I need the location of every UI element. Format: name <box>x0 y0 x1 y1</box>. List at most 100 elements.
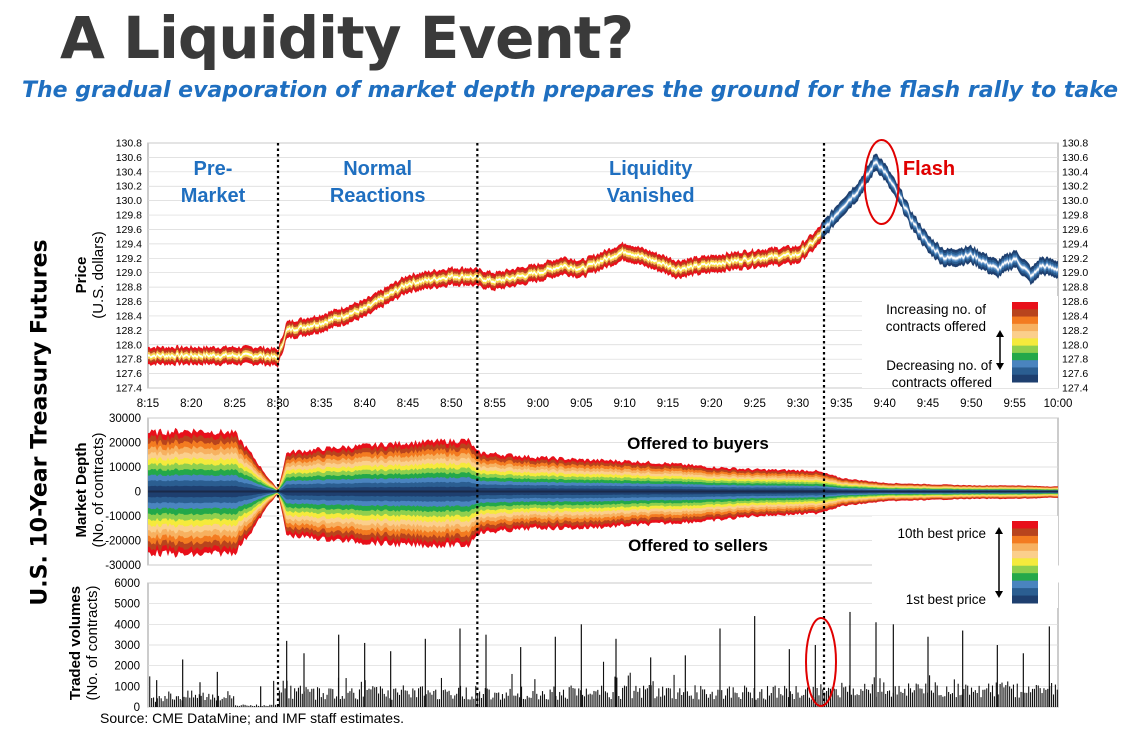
time-xtick: 9:55 <box>1003 398 1025 410</box>
price-ytick-right: 128.4 <box>1062 310 1088 322</box>
time-xtick: 8:30 <box>267 398 289 410</box>
time-xtick: 9:30 <box>787 398 809 410</box>
price-ytick-right: 128.8 <box>1062 282 1088 294</box>
depth-ytick: 10000 <box>109 462 141 474</box>
depth-legend-swatch <box>1012 595 1038 604</box>
price-ytick-left: 128.2 <box>116 325 142 337</box>
time-xtick: 9:15 <box>657 398 679 410</box>
price-bands <box>148 153 1058 368</box>
offered-to-buyers-label: Offered to buyers <box>627 434 769 453</box>
price-ytick-left: 129.6 <box>116 224 142 236</box>
price-legend-bottom: contracts offered <box>892 375 992 390</box>
phase-label: Market <box>181 185 246 207</box>
source-note: Source: CME DataMine; and IMF staff esti… <box>100 710 404 726</box>
price-legend-swatch <box>1012 360 1038 368</box>
depth-legend-swatch <box>1012 528 1038 537</box>
time-xtick: 8:40 <box>353 398 375 410</box>
time-xtick: 9:20 <box>700 398 722 410</box>
price-ytick-left: 128.6 <box>116 296 142 308</box>
price-legend-swatch <box>1012 331 1038 339</box>
price-ytick-right: 128.6 <box>1062 296 1088 308</box>
price-ytick-left: 127.4 <box>116 383 142 395</box>
depth-ytick: -10000 <box>105 511 141 523</box>
price-legend-swatch <box>1012 316 1038 325</box>
price-ytick-right: 130.4 <box>1062 166 1088 178</box>
price-legend-swatch <box>1012 352 1038 361</box>
depth-legend-swatch <box>1012 558 1038 567</box>
price-ytick-left: 129.0 <box>116 267 142 279</box>
price-ytick-right: 129.6 <box>1062 224 1088 236</box>
price-legend-swatch <box>1012 367 1038 376</box>
price-ytick-left: 130.4 <box>116 166 142 178</box>
phase-label: Normal <box>343 158 412 180</box>
price-ytick-right: 130.2 <box>1062 181 1088 193</box>
depth-ytick: -30000 <box>105 560 141 572</box>
time-xtick: 10:00 <box>1044 398 1073 410</box>
price-legend-swatch <box>1012 338 1038 347</box>
time-xtick: 9:00 <box>527 398 549 410</box>
page-subtitle: The gradual evaporation of market depth … <box>22 78 1126 103</box>
price-ytick-left: 130.0 <box>116 195 142 207</box>
phase-label: Reactions <box>330 185 426 207</box>
depth-ytick: -20000 <box>105 536 141 548</box>
price-legend-swatch <box>1012 323 1038 332</box>
legends: Increasing no. of contracts offered Decrea… <box>862 296 1058 608</box>
phase-label: Pre- <box>194 158 233 180</box>
depth-legend-swatch <box>1012 521 1038 529</box>
volume-ytick: 0 <box>134 702 140 714</box>
price-legend-swatch <box>1012 309 1038 318</box>
price-ytick-right: 129.4 <box>1062 238 1088 250</box>
time-xtick: 8:25 <box>223 398 245 410</box>
offered-to-sellers-label: Offered to sellers <box>628 536 768 555</box>
price-ytick-right: 128.2 <box>1062 325 1088 337</box>
time-xtick: 8:55 <box>483 398 505 410</box>
price-ytick-right: 127.8 <box>1062 354 1088 366</box>
price-legend-top: contracts offered <box>886 319 986 334</box>
depth-legend-swatch <box>1012 573 1038 582</box>
price-ytick-right: 127.6 <box>1062 368 1088 380</box>
price-ytick-right: 127.4 <box>1062 383 1088 395</box>
axes: 127.4 127.4 127.6 127.6 127.8 127.8 128.0 128.0… <box>105 138 1088 715</box>
depth-legend-swatch <box>1012 565 1038 574</box>
phase-label: Liquidity <box>609 158 693 180</box>
volume-ytick: 1000 <box>114 681 140 693</box>
price-ytick-right: 129.2 <box>1062 253 1088 265</box>
depth-legend-top: 10th best price <box>897 526 986 541</box>
depth-ytick: 0 <box>135 487 141 499</box>
depth-legend-arrowhead <box>995 591 1003 598</box>
price-ytick-left: 129.4 <box>116 238 142 250</box>
time-xtick: 8:45 <box>397 398 419 410</box>
time-xtick: 9:40 <box>873 398 895 410</box>
depth-legend-swatch <box>1012 588 1038 597</box>
price-band-red <box>148 225 824 362</box>
price-legend-swatch <box>1012 374 1038 383</box>
volume-ytick: 6000 <box>114 578 140 590</box>
time-xtick: 8:20 <box>180 398 202 410</box>
phase-label: Flash <box>903 158 955 180</box>
price-ytick-right: 129.8 <box>1062 210 1088 222</box>
volume-bars <box>149 611 1058 707</box>
depth-legend-swatch <box>1012 580 1038 589</box>
depth-legend-swatch <box>1012 550 1038 559</box>
depth-bands <box>148 427 1058 558</box>
price-legend-arrowhead <box>996 363 1004 370</box>
time-xtick: 8:50 <box>440 398 462 410</box>
time-xtick: 9:35 <box>830 398 852 410</box>
price-ytick-left: 130.8 <box>116 138 142 150</box>
price-ytick-left: 128.4 <box>116 310 142 322</box>
price-legend-arrowhead <box>996 330 1004 337</box>
price-ytick-left: 127.8 <box>116 354 142 366</box>
depth-legend-swatch <box>1012 543 1038 552</box>
time-xtick: 9:10 <box>613 398 635 410</box>
price-ytick-right: 128.0 <box>1062 339 1088 351</box>
page-title: A Liquidity Event? <box>60 4 634 72</box>
price-legend-bottom: Decreasing no. of <box>886 358 992 373</box>
price-ytick-left: 129.8 <box>116 210 142 222</box>
price-ytick-left: 130.2 <box>116 181 142 193</box>
time-xtick: 9:25 <box>743 398 765 410</box>
volume-ytick: 4000 <box>114 619 140 631</box>
price-ytick-left: 128.8 <box>116 282 142 294</box>
annotations: Pre- Market Normal Reactions Liquidity Vanish… <box>181 139 955 707</box>
price-ytick-right: 130.8 <box>1062 138 1088 150</box>
